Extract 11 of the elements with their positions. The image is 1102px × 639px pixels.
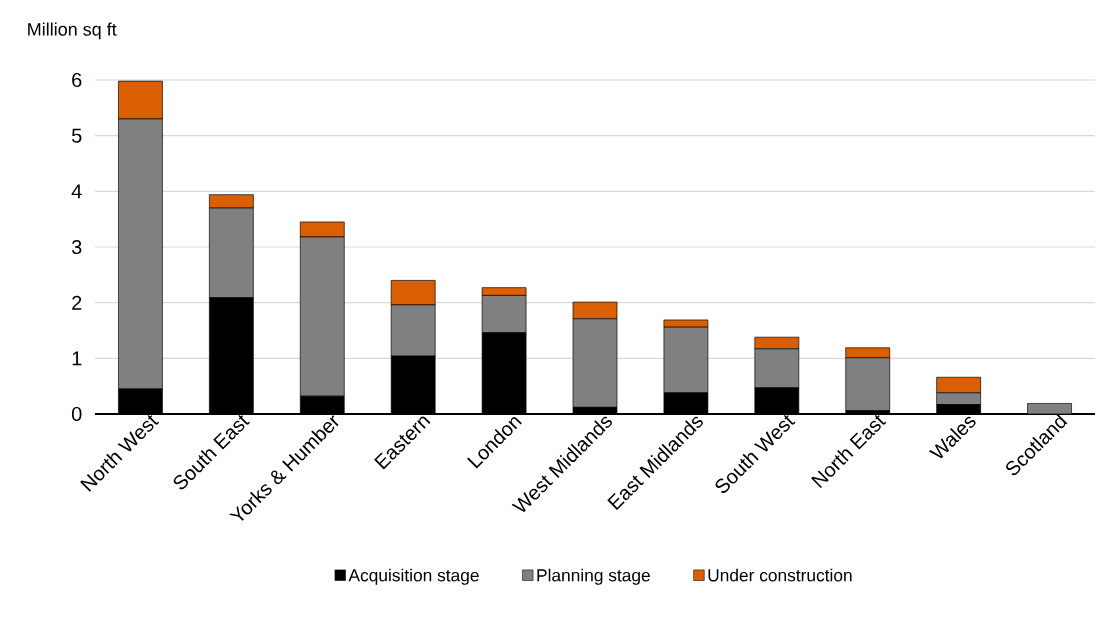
legend-label: Planning stage <box>537 568 650 585</box>
y-tick-label: 5 <box>71 128 82 143</box>
y-tick-label: 4 <box>71 184 82 199</box>
y-tick-label: 0 <box>71 406 82 422</box>
y-tick-label: 6 <box>72 72 82 88</box>
y-tick-label: 1 <box>72 351 82 366</box>
y-axis-title: Million sq ft <box>28 22 117 40</box>
legend-label: Acquisition stage <box>348 568 479 585</box>
legend-label: Under construction <box>708 568 852 582</box>
y-tick-label: 2 <box>72 295 82 310</box>
y-tick-label: 3 <box>71 239 82 255</box>
